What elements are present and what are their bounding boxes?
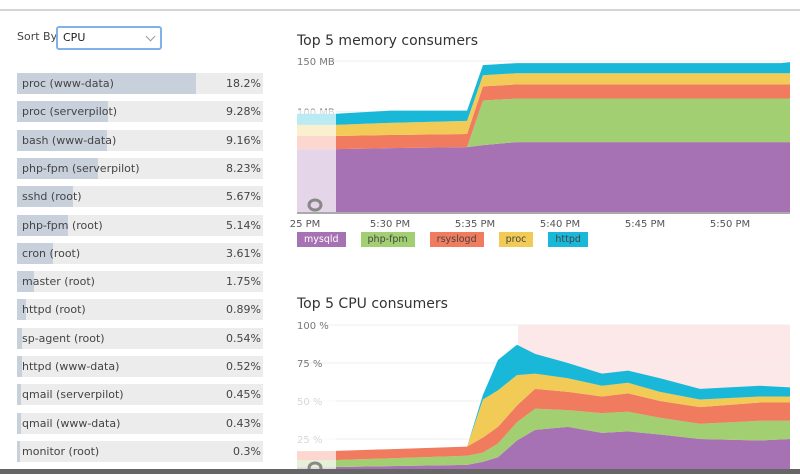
- area-httpd: [297, 62, 790, 125]
- x-tick-label: 5:30 PM: [370, 219, 410, 230]
- process-value: 0.89%: [226, 303, 261, 317]
- usage-bar: [17, 327, 23, 349]
- process-row[interactable]: qmail (serverpilot) 0.45%: [17, 384, 263, 406]
- memory-legend: mysqld php-fpm rsyslogd proc httpd: [297, 232, 588, 247]
- usage-bar: [17, 242, 53, 264]
- bottom-edge: [0, 469, 800, 474]
- process-value: 5.67%: [226, 190, 261, 204]
- sort-by-select[interactable]: CPU: [56, 26, 162, 50]
- process-value: 0.52%: [226, 360, 261, 373]
- process-name: monitor (root): [22, 444, 100, 458]
- process-name: php-fpm (serverpilot): [22, 161, 140, 175]
- usage-bar: [17, 271, 35, 293]
- process-name: sp-agent (root): [22, 331, 105, 345]
- usage-bar: [17, 157, 98, 179]
- process-row[interactable]: master (root) 1.75%: [17, 271, 263, 293]
- process-name: bash (www-data): [22, 133, 117, 147]
- drag-handle-icon[interactable]: [307, 198, 323, 212]
- y-tick-label: 150 MB: [297, 57, 335, 68]
- process-name: sshd (root): [22, 190, 82, 204]
- process-name: httpd (www-data): [22, 360, 120, 373]
- area-rsyslogd: [297, 388, 790, 461]
- x-tick-label: 5:40 PM: [540, 219, 580, 230]
- process-row[interactable]: sshd (root) 5.67%: [17, 186, 263, 208]
- x-tick-label: 5:45 PM: [625, 219, 665, 230]
- process-row[interactable]: proc (www-data) 18.2%: [17, 73, 263, 94]
- process-value: 8.23%: [226, 161, 261, 175]
- process-row[interactable]: qmail (www-data) 0.43%: [17, 412, 263, 434]
- area-php-fpm: [297, 408, 790, 468]
- process-value: 9.16%: [226, 133, 261, 147]
- area-mysqld: [297, 426, 790, 474]
- legend-item-rsyslogd[interactable]: rsyslogd: [429, 232, 484, 247]
- process-value: 18.2%: [226, 77, 261, 90]
- process-value: 0.3%: [233, 444, 261, 458]
- process-name: httpd (root): [22, 303, 86, 317]
- area-php-fpm: [297, 98, 790, 150]
- process-row[interactable]: proc (serverpilot) 9.28%: [17, 101, 263, 123]
- process-name: qmail (serverpilot): [22, 388, 124, 402]
- process-value: 0.54%: [226, 331, 261, 345]
- usage-bar: [17, 186, 73, 208]
- sort-by-label: Sort By: [17, 30, 58, 43]
- process-row[interactable]: bash (www-data) 9.16%: [17, 129, 263, 151]
- usage-bar: [17, 412, 22, 434]
- process-row[interactable]: httpd (root) 0.89%: [17, 299, 263, 321]
- y-tick-label: 100 %: [297, 321, 329, 332]
- selection-shade: [297, 109, 336, 213]
- process-value: 1.75%: [226, 275, 261, 289]
- process-value: 0.45%: [226, 388, 261, 402]
- process-row[interactable]: php-fpm (serverpilot) 8.23%: [17, 157, 263, 179]
- area-proc: [297, 73, 790, 137]
- process-value: 3.61%: [226, 246, 261, 260]
- x-tick-label: 5:50 PM: [710, 219, 750, 230]
- area-mysqld: [297, 142, 790, 213]
- process-value: 9.28%: [226, 105, 261, 119]
- area-httpd: [297, 344, 790, 452]
- process-row[interactable]: cron (root) 3.61%: [17, 242, 263, 264]
- process-value: 0.43%: [226, 416, 261, 430]
- process-row[interactable]: httpd (www-data) 0.52%: [17, 356, 263, 377]
- usage-bar: [17, 299, 26, 321]
- usage-bar: [17, 101, 109, 123]
- process-name: master (root): [22, 275, 95, 289]
- usage-bar: [17, 384, 22, 406]
- process-name: php-fpm (root): [22, 218, 103, 232]
- legend-item-mysqld[interactable]: mysqld: [297, 232, 346, 247]
- usage-bar: [17, 129, 108, 151]
- process-name: proc (www-data): [22, 77, 114, 90]
- usage-bar: [17, 356, 23, 377]
- area-rsyslogd: [297, 84, 790, 150]
- process-name: proc (serverpilot): [22, 105, 118, 119]
- legend-item-httpd[interactable]: httpd: [548, 232, 588, 247]
- process-row[interactable]: sp-agent (root) 0.54%: [17, 327, 263, 349]
- usage-bar: [17, 73, 197, 94]
- legend-item-php-fpm[interactable]: php-fpm: [360, 232, 415, 247]
- y-tick-label: 75 %: [297, 359, 322, 370]
- top-divider: [0, 9, 800, 11]
- x-tick-label: 5:35 PM: [455, 219, 495, 230]
- selection-shade: [297, 373, 336, 474]
- memory-chart-title: Top 5 memory consumers: [297, 33, 478, 49]
- cpu-chart-title: Top 5 CPU consumers: [297, 296, 448, 312]
- usage-bar: [17, 214, 68, 236]
- process-row[interactable]: monitor (root) 0.3%: [17, 440, 263, 462]
- x-tick-label: 25 PM: [290, 219, 321, 230]
- sort-by-value: CPU: [63, 31, 86, 44]
- usage-bar: [17, 440, 20, 462]
- process-name: qmail (www-data): [22, 416, 121, 430]
- legend-item-proc[interactable]: proc: [498, 232, 534, 247]
- process-name: cron (root): [22, 246, 81, 260]
- area-proc: [297, 373, 790, 452]
- process-value: 5.14%: [226, 218, 261, 232]
- process-row[interactable]: php-fpm (root) 5.14%: [17, 214, 263, 236]
